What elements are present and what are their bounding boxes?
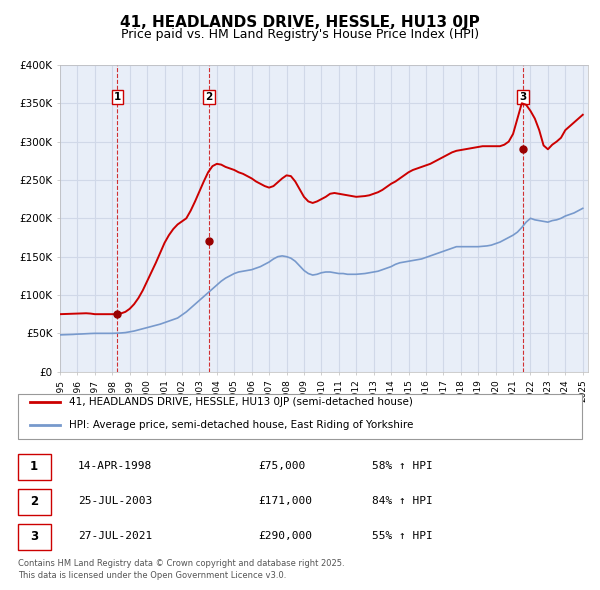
- Text: 55% ↑ HPI: 55% ↑ HPI: [372, 532, 433, 541]
- Text: 2: 2: [206, 92, 213, 102]
- Text: 25-JUL-2003: 25-JUL-2003: [78, 496, 152, 506]
- Text: £290,000: £290,000: [258, 532, 312, 541]
- Text: 1: 1: [30, 460, 38, 473]
- Text: 2: 2: [30, 494, 38, 508]
- Text: Price paid vs. HM Land Registry's House Price Index (HPI): Price paid vs. HM Land Registry's House …: [121, 28, 479, 41]
- Text: 41, HEADLANDS DRIVE, HESSLE, HU13 0JP (semi-detached house): 41, HEADLANDS DRIVE, HESSLE, HU13 0JP (s…: [69, 397, 413, 407]
- FancyBboxPatch shape: [18, 394, 582, 439]
- Text: 27-JUL-2021: 27-JUL-2021: [78, 532, 152, 541]
- Text: 41, HEADLANDS DRIVE, HESSLE, HU13 0JP: 41, HEADLANDS DRIVE, HESSLE, HU13 0JP: [120, 15, 480, 30]
- Text: 84% ↑ HPI: 84% ↑ HPI: [372, 496, 433, 506]
- Text: HPI: Average price, semi-detached house, East Riding of Yorkshire: HPI: Average price, semi-detached house,…: [69, 420, 413, 430]
- Text: 1: 1: [114, 92, 121, 102]
- Text: Contains HM Land Registry data © Crown copyright and database right 2025.
This d: Contains HM Land Registry data © Crown c…: [18, 559, 344, 580]
- Text: 58% ↑ HPI: 58% ↑ HPI: [372, 461, 433, 471]
- FancyBboxPatch shape: [18, 524, 51, 550]
- Text: £171,000: £171,000: [258, 496, 312, 506]
- FancyBboxPatch shape: [18, 489, 51, 514]
- Text: £75,000: £75,000: [258, 461, 305, 471]
- Text: 3: 3: [30, 530, 38, 543]
- FancyBboxPatch shape: [18, 454, 51, 480]
- Text: 3: 3: [520, 92, 527, 102]
- Text: 14-APR-1998: 14-APR-1998: [78, 461, 152, 471]
